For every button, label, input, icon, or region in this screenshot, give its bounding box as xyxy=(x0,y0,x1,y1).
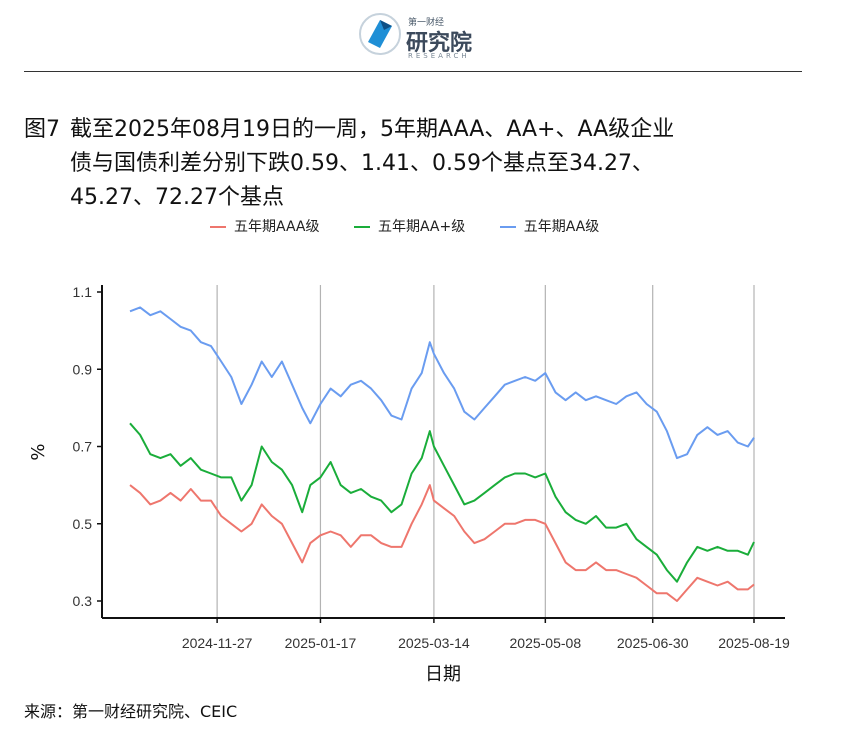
y-tick-labels: 1.1 0.9 0.7 0.5 0.3 xyxy=(73,284,102,609)
y-tick-label-4: 0.3 xyxy=(73,593,93,609)
x-tick-label-1: 2025-01-17 xyxy=(285,635,357,651)
legend-item-aaplus: 五年期AA+级 xyxy=(353,216,466,236)
y-tick-label-0: 1.1 xyxy=(73,284,93,300)
x-tick-label-2: 2025-03-14 xyxy=(398,635,470,651)
title-line-1: 截至2025年08月19日的一周，5年期AAA、AA+、AA级企业 xyxy=(70,117,675,142)
title-line-2: 债与国债利差分别下跌0.59、1.41、0.59个基点至34.27、 xyxy=(70,151,654,176)
logo xyxy=(358,10,478,60)
legend-swatch-aa xyxy=(499,226,516,228)
logo-emblem-icon xyxy=(359,13,401,55)
x-tick-label-3: 2025-05-08 xyxy=(510,635,582,651)
series-lines xyxy=(129,306,755,602)
x-tick-labels: 2024-11-27 2025-01-17 2025-03-14 2025-05-08… xyxy=(182,618,790,651)
legend-swatch-aaa xyxy=(210,226,226,228)
title-line-3: 45.27、72.27个基点 xyxy=(70,185,284,210)
logo-sub-text: RESEARCH xyxy=(408,52,470,60)
logo-main-text: 研究院 xyxy=(406,31,473,56)
axes xyxy=(101,285,785,619)
series-line-aa xyxy=(129,306,755,460)
chart-legend: 五年期AAA级 五年期AA+级 五年期AA级 xyxy=(210,216,629,236)
legend-label-aaa: 五年期AAA级 xyxy=(234,219,320,235)
source-note: 来源：第一财经研究院、CEIC xyxy=(24,702,238,721)
logo-small-text: 第一财经 xyxy=(408,18,445,28)
legend-swatch-aaplus xyxy=(353,226,370,228)
legend-label-aa: 五年期AA级 xyxy=(523,219,600,235)
header-divider xyxy=(24,71,802,72)
y-axis-title: % xyxy=(28,443,49,460)
legend-label-aaplus: 五年期AA+级 xyxy=(377,219,466,235)
y-tick-label-3: 0.5 xyxy=(73,516,93,532)
legend-item-aaa: 五年期AAA级 xyxy=(210,216,320,236)
series-line-aaa xyxy=(129,484,755,602)
x-tick-label-4: 2025-06-30 xyxy=(617,635,689,651)
grid-lines xyxy=(216,285,755,618)
x-tick-label-0: 2024-11-27 xyxy=(182,635,253,651)
figure-label: 图7 xyxy=(24,117,60,142)
y-tick-label-2: 0.7 xyxy=(73,439,93,455)
legend-item-aa: 五年期AA级 xyxy=(499,216,600,236)
y-tick-label-1: 0.9 xyxy=(73,361,93,377)
figure-title: 图7 截至2025年08月19日的一周，5年期AAA、AA+、AA级企业 债与国债… xyxy=(24,113,814,215)
x-tick-label-5: 2025-08-19 xyxy=(718,635,790,651)
x-axis-title: 日期 xyxy=(425,664,461,685)
series-line-aaplus xyxy=(129,422,755,583)
